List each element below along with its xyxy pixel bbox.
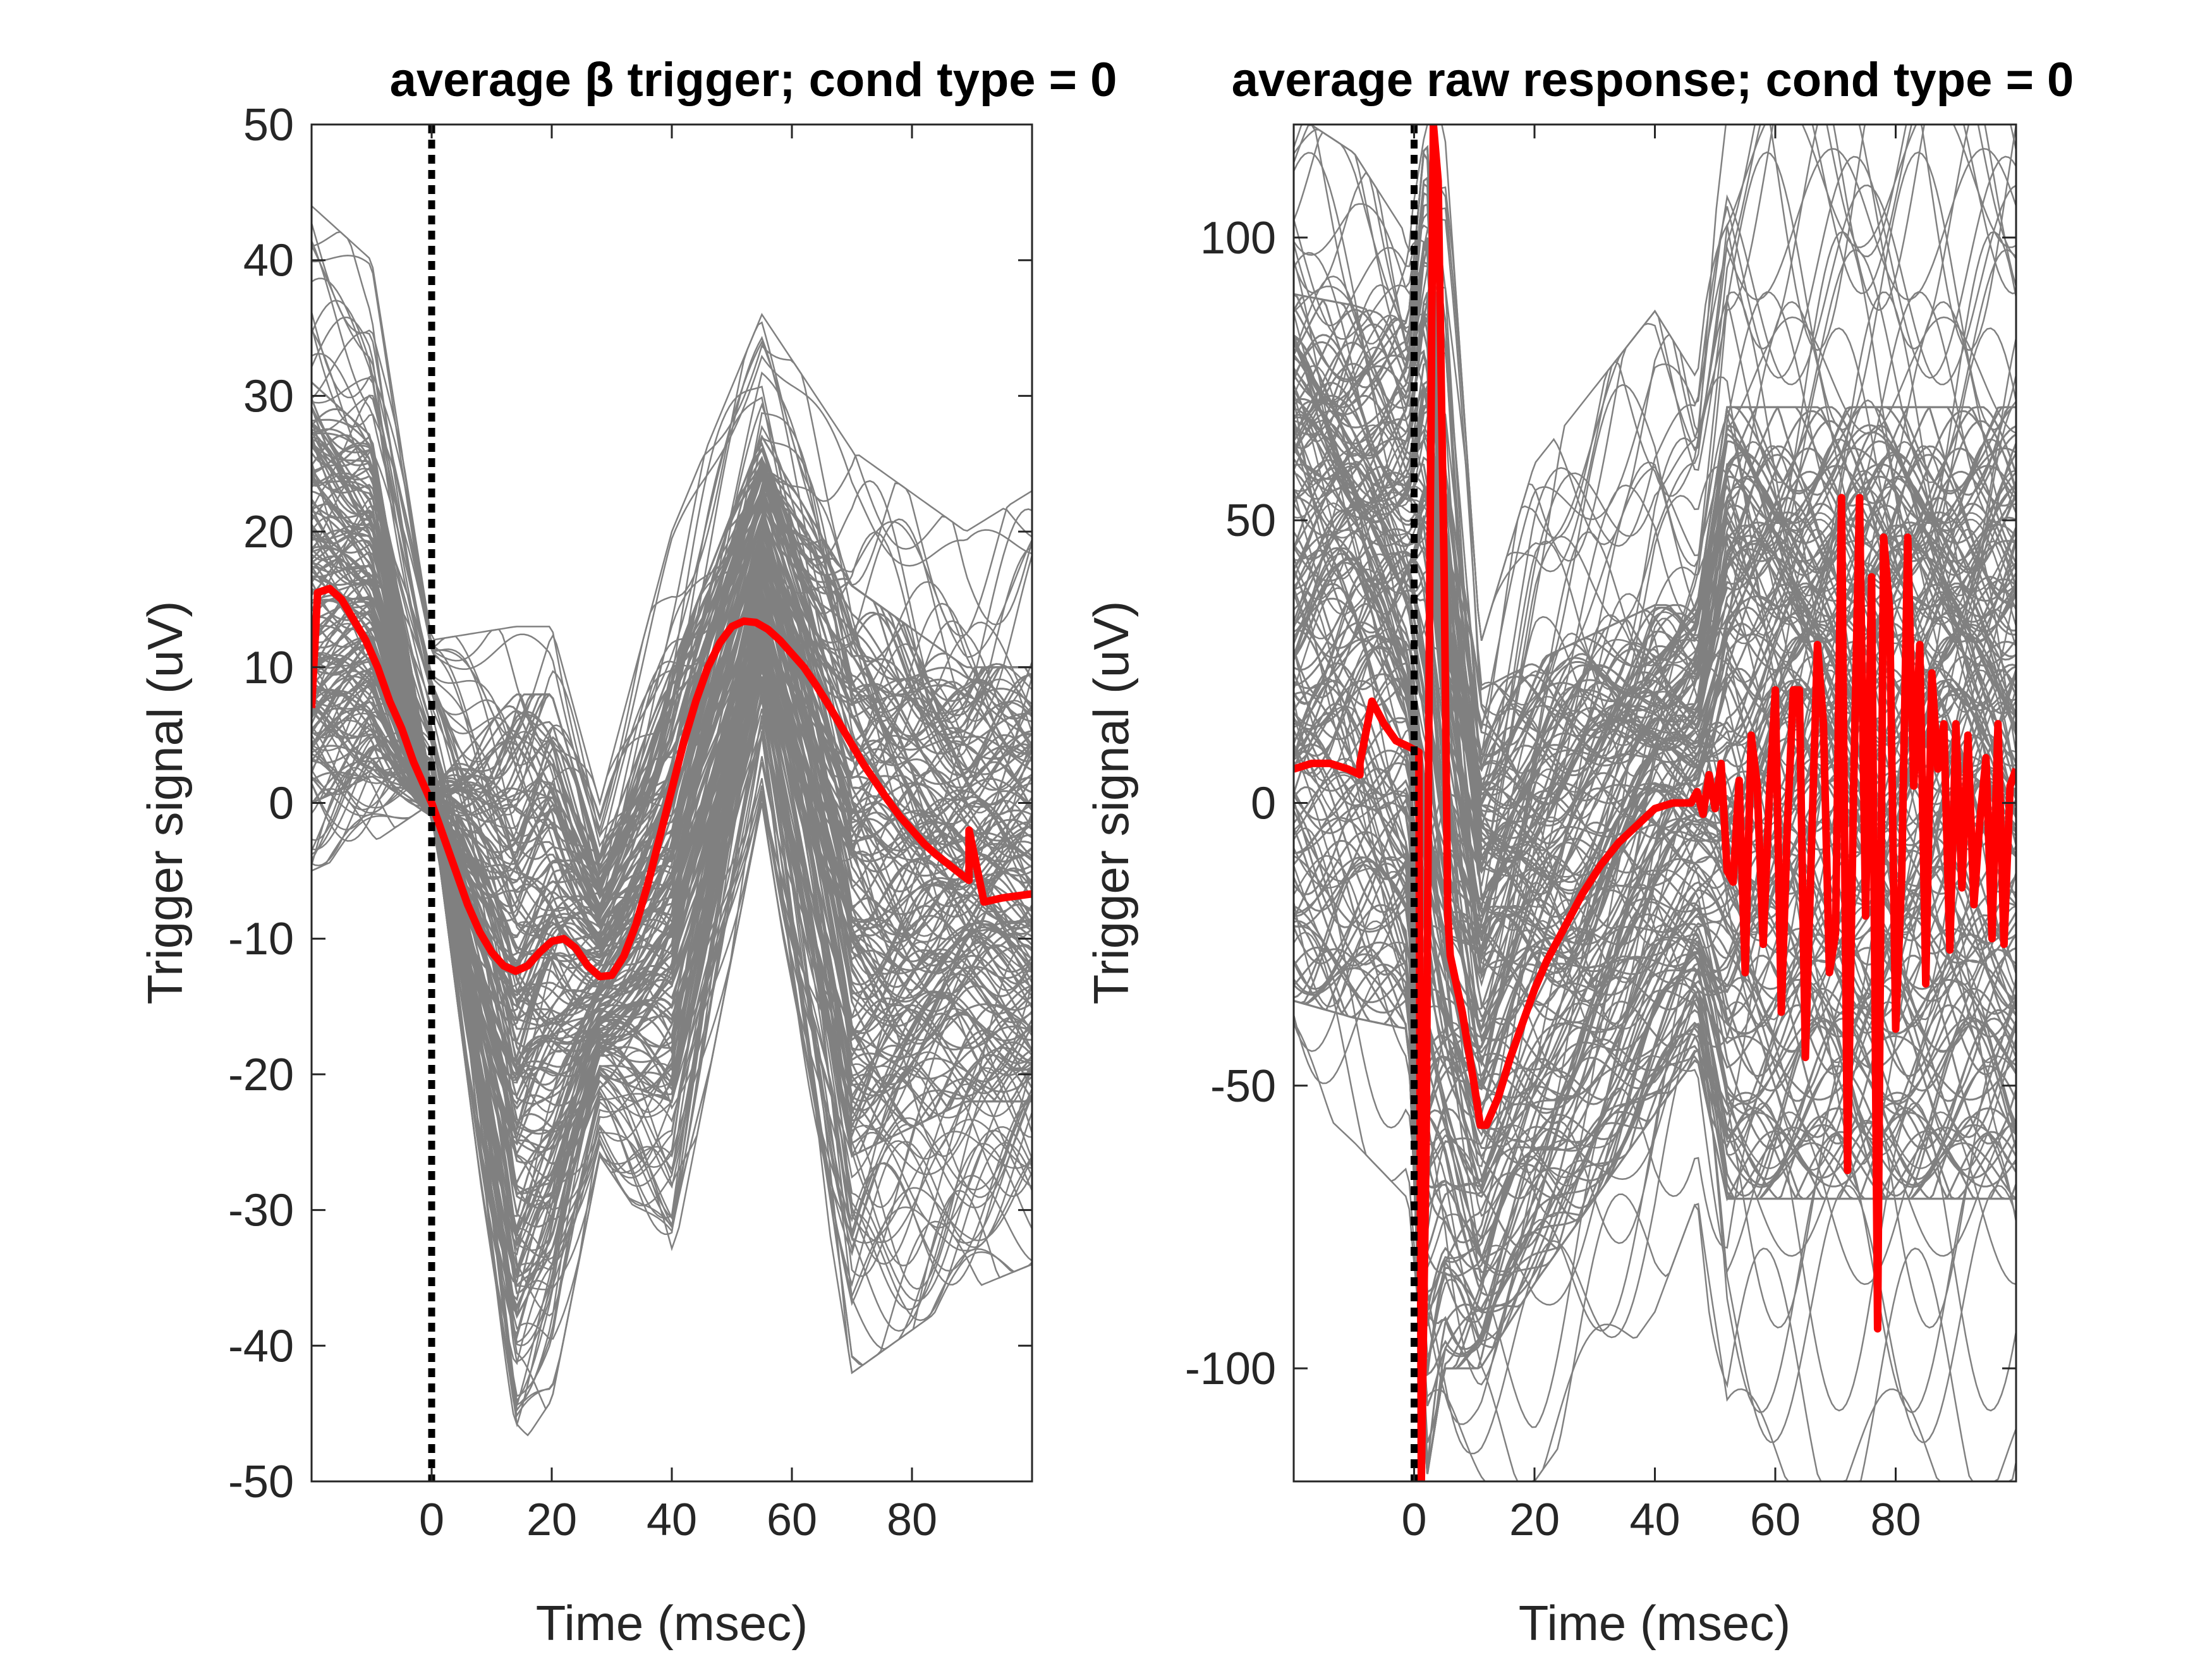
y-tick-label: 10 (243, 643, 294, 693)
average-trace-line (312, 585, 1032, 981)
x-tick-label: 80 (1870, 1495, 1921, 1545)
trial-trace (1294, 151, 2016, 706)
raw-response-chart-ticks: 0 20 40 60 80 100 50 0 -50 -100 (1185, 125, 2016, 1545)
x-tick-label: 0 (1401, 1495, 1426, 1545)
raw-response-chart-title: average raw response; cond type = 0 (1232, 53, 2074, 107)
trial-trace (1294, 1021, 2016, 1481)
y-tick-label: -50 (228, 1457, 294, 1507)
trial-trace (312, 675, 1032, 1231)
trial-trace (1294, 863, 2016, 1474)
trigger-chart-ylabel: Trigger signal (uV) (137, 601, 193, 1005)
trial-trace (1294, 231, 2016, 887)
y-tick-label: 100 (1200, 213, 1276, 264)
y-tick-label: 50 (1225, 495, 1276, 546)
y-tick-label: -50 (1210, 1061, 1276, 1112)
y-tick-label: -30 (228, 1186, 294, 1236)
y-tick-label: 20 (243, 507, 294, 557)
y-tick-label: -20 (228, 1050, 294, 1100)
x-tick-label: 60 (1750, 1495, 1801, 1545)
x-tick-label: 80 (887, 1495, 937, 1545)
y-tick-label: 40 (243, 236, 294, 286)
raw-response-chart-xlabel: Time (msec) (1519, 1595, 1790, 1651)
trial-trace (1294, 150, 2016, 790)
y-tick-label: -10 (228, 914, 294, 964)
trigger-chart-ticks: 0 20 40 60 80 50 40 30 20 10 0 -10 -20 -30 -40 -50 (228, 100, 1032, 1545)
y-tick-label: -40 (228, 1321, 294, 1371)
trial-trace (1294, 203, 2016, 822)
trigger-chart-plot-area: 0 20 40 60 80 50 40 30 20 10 0 -10 -20 -30 -40 -50 (228, 100, 1033, 1545)
trial-trace (1294, 125, 2016, 755)
raw-response-chart-ylabel: Trigger signal (uV) (1083, 601, 1139, 1005)
x-tick-label: 20 (526, 1495, 577, 1545)
raw-response-chart: average raw response; cond type = 0 0 20 4… (1083, 53, 2074, 1651)
x-tick-label: 40 (647, 1495, 697, 1545)
raw-response-chart-plot-area: 0 20 40 60 80 100 50 0 -50 -100 (1185, 123, 2017, 1545)
average-trace (312, 585, 1032, 981)
y-tick-label: 0 (269, 779, 294, 829)
trial-trace (312, 734, 1032, 1408)
trial-trace (1294, 386, 2016, 860)
x-tick-label: 20 (1509, 1495, 1560, 1545)
trial-trace (312, 563, 1032, 1063)
trial-trace (1294, 447, 2016, 923)
trigger-chart-xlabel: Time (msec) (536, 1595, 808, 1651)
trial-trace (1294, 466, 2016, 918)
trigger-chart-title: average β trigger; cond type = 0 (390, 53, 1117, 107)
average-trace-line (1294, 125, 2016, 1481)
trial-trace (1309, 125, 2016, 716)
trial-trace (1294, 252, 2016, 774)
y-tick-label: 0 (1251, 779, 1276, 829)
trial-trace (1294, 382, 2016, 823)
x-tick-label: 60 (767, 1495, 817, 1545)
y-tick-label: 30 (243, 371, 294, 422)
trial-trace (1294, 394, 2016, 805)
trial-trace (312, 653, 1032, 1258)
trial-trace (312, 222, 1032, 806)
y-tick-label: 50 (243, 100, 294, 150)
trial-trace (312, 381, 1032, 863)
average-trace (1294, 125, 2016, 1481)
trial-trace (1294, 496, 2016, 918)
trigger-chart: average β trigger; cond type = 0 0 20 40 60… (137, 53, 1117, 1651)
x-tick-label: 40 (1629, 1495, 1680, 1545)
x-tick-label: 0 (419, 1495, 444, 1545)
y-tick-label: -100 (1185, 1344, 1276, 1394)
